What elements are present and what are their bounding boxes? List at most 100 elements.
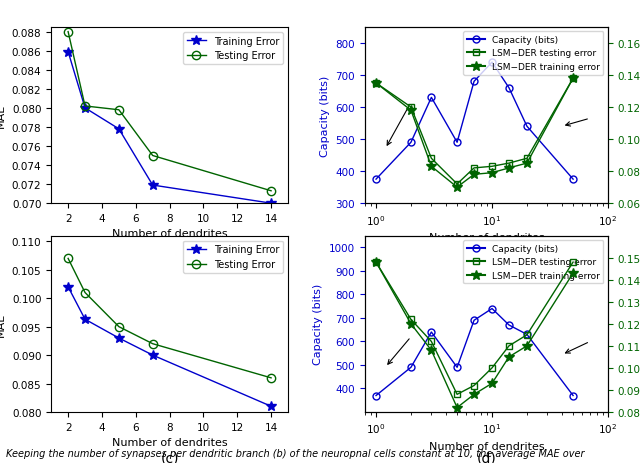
LSM-DER training error	[372, 81, 380, 87]
X-axis label: Number of dendrites: Number of dendrites	[112, 229, 227, 239]
LSM-DER testing error	[569, 260, 577, 265]
Capacity (bits)	[453, 140, 461, 146]
Testing Error	[268, 188, 275, 194]
LSM-DER testing error	[428, 339, 435, 344]
LSM-DER training error	[523, 161, 531, 167]
Capacity (bits)	[505, 86, 513, 91]
Legend: Training Error, Testing Error: Training Error, Testing Error	[183, 241, 283, 274]
Legend: Capacity (bits), LSM−DER testing error, LSM−DER training error: Capacity (bits), LSM−DER testing error, …	[463, 32, 604, 75]
Capacity (bits)	[372, 393, 380, 399]
Training Error	[81, 106, 89, 112]
X-axis label: Number of dendrites: Number of dendrites	[429, 441, 544, 451]
Text: (b): (b)	[477, 242, 496, 256]
LSM-DER testing error	[407, 317, 415, 323]
Capacity (bits)	[488, 60, 496, 66]
Line: Training Error: Training Error	[63, 48, 276, 208]
Text: (d): (d)	[477, 450, 496, 463]
Training Error	[268, 404, 275, 409]
LSM-DER training error	[407, 108, 415, 114]
Testing Error	[115, 324, 123, 330]
Line: Capacity (bits): Capacity (bits)	[372, 306, 577, 399]
Training Error	[81, 317, 89, 322]
Capacity (bits)	[488, 306, 496, 312]
LSM-DER testing error	[523, 332, 531, 338]
Testing Error	[64, 30, 72, 35]
LSM-DER training error	[372, 260, 380, 265]
LSM-DER testing error	[523, 156, 531, 162]
LSM-DER training error	[523, 344, 531, 349]
LSM-DER training error	[488, 381, 496, 386]
Line: Capacity (bits): Capacity (bits)	[372, 60, 577, 183]
Training Error	[64, 50, 72, 55]
Testing Error	[149, 341, 157, 347]
LSM-DER training error	[569, 271, 577, 276]
LSM-DER testing error	[488, 164, 496, 170]
Line: Training Error: Training Error	[63, 282, 276, 411]
Legend: Capacity (bits), LSM−DER testing error, LSM−DER training error: Capacity (bits), LSM−DER testing error, …	[463, 241, 604, 284]
Text: Keeping the number of synapses per dendritic branch (b) of the neuropnal cells c: Keeping the number of synapses per dendr…	[6, 448, 585, 458]
Training Error	[149, 183, 157, 188]
LSM-DER training error	[470, 172, 478, 178]
LSM-DER testing error	[505, 344, 513, 349]
Capacity (bits)	[523, 332, 531, 338]
Y-axis label: MAE: MAE	[0, 104, 6, 128]
LSM-DER testing error	[407, 105, 415, 111]
LSM-DER training error	[428, 164, 435, 170]
LSM-DER training error	[505, 354, 513, 360]
Training Error	[115, 336, 123, 341]
Y-axis label: Capacity (bits): Capacity (bits)	[320, 75, 330, 156]
Legend: Training Error, Testing Error: Training Error, Testing Error	[183, 32, 283, 65]
Line: LSM-DER testing error: LSM-DER testing error	[372, 259, 577, 398]
LSM-DER testing error	[372, 260, 380, 265]
LSM-DER training error	[407, 321, 415, 327]
Training Error	[115, 127, 123, 132]
X-axis label: Number of dendrites: Number of dendrites	[112, 437, 227, 447]
Capacity (bits)	[569, 177, 577, 182]
LSM-DER testing error	[453, 392, 461, 397]
Line: Testing Error: Testing Error	[64, 255, 275, 382]
Training Error	[64, 284, 72, 290]
Y-axis label: MAE: MAE	[0, 312, 6, 336]
Capacity (bits)	[428, 95, 435, 101]
Y-axis label: Capacity (bits): Capacity (bits)	[314, 283, 323, 365]
LSM-DER testing error	[470, 383, 478, 388]
Capacity (bits)	[569, 393, 577, 399]
LSM-DER training error	[453, 405, 461, 410]
Testing Error	[149, 153, 157, 159]
Testing Error	[268, 375, 275, 381]
Testing Error	[64, 256, 72, 262]
Training Error	[149, 352, 157, 358]
Line: Testing Error: Testing Error	[64, 28, 275, 195]
Training Error	[268, 201, 275, 206]
LSM-DER testing error	[470, 166, 478, 171]
LSM-DER testing error	[505, 161, 513, 167]
LSM-DER testing error	[488, 365, 496, 371]
LSM-DER training error	[505, 166, 513, 171]
Capacity (bits)	[505, 323, 513, 328]
Text: (a): (a)	[160, 242, 179, 256]
LSM-DER training error	[488, 170, 496, 176]
Testing Error	[81, 290, 89, 296]
Text: (c): (c)	[161, 450, 179, 463]
Line: LSM-DER testing error: LSM-DER testing error	[372, 75, 577, 188]
Capacity (bits)	[470, 79, 478, 85]
LSM-DER training error	[453, 185, 461, 190]
LSM-DER testing error	[453, 182, 461, 188]
Line: LSM-DER training error: LSM-DER training error	[371, 74, 578, 193]
Capacity (bits)	[407, 365, 415, 370]
LSM-DER training error	[470, 392, 478, 397]
Capacity (bits)	[372, 177, 380, 182]
Testing Error	[115, 108, 123, 113]
Line: LSM-DER training error: LSM-DER training error	[371, 258, 578, 413]
LSM-DER testing error	[569, 76, 577, 82]
Testing Error	[81, 104, 89, 109]
LSM-DER training error	[428, 348, 435, 353]
Capacity (bits)	[523, 124, 531, 130]
LSM-DER training error	[569, 76, 577, 82]
LSM-DER testing error	[428, 156, 435, 162]
Capacity (bits)	[407, 140, 415, 146]
Capacity (bits)	[453, 365, 461, 370]
X-axis label: Number of dendrites: Number of dendrites	[429, 233, 544, 243]
LSM-DER testing error	[372, 81, 380, 87]
Capacity (bits)	[428, 330, 435, 335]
